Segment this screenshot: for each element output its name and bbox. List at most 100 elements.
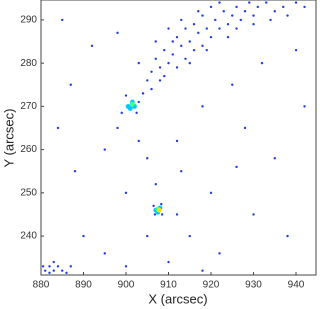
x-tick-label: 880 [33, 280, 50, 291]
point [273, 10, 276, 13]
point [231, 14, 234, 17]
point [158, 66, 162, 69]
point [201, 44, 204, 48]
point [205, 27, 208, 30]
x-tick-label: 920 [203, 280, 220, 291]
point [167, 27, 170, 30]
point [163, 74, 166, 78]
point [188, 40, 191, 43]
x-tick-label: 890 [75, 280, 92, 291]
point [160, 202, 163, 206]
point [152, 204, 155, 208]
point [201, 105, 204, 108]
point [120, 111, 123, 115]
point [61, 269, 64, 272]
point [243, 126, 247, 130]
point [56, 265, 60, 268]
point [201, 14, 204, 17]
point [252, 14, 255, 17]
point [248, 1, 251, 4]
point [160, 213, 164, 216]
point [222, 10, 225, 13]
point [124, 191, 128, 195]
point [48, 271, 51, 275]
x-tick-label: 940 [288, 280, 305, 291]
point [141, 92, 145, 95]
point [197, 31, 200, 35]
point [69, 265, 72, 268]
point [235, 27, 238, 30]
point [90, 44, 94, 48]
point [146, 157, 149, 160]
point [192, 48, 196, 52]
point [146, 234, 149, 238]
point [269, 18, 272, 22]
y-axis-label: Y (arcsec) [1, 109, 16, 168]
y-tick-label: 260 [20, 144, 37, 155]
point [127, 106, 133, 111]
point [180, 18, 183, 22]
point [243, 10, 247, 13]
point [180, 44, 183, 48]
point [124, 94, 128, 97]
y-tick-label: 240 [20, 231, 37, 242]
point [103, 148, 106, 151]
point [82, 234, 85, 238]
point [154, 182, 157, 186]
point [231, 83, 234, 86]
point [52, 260, 55, 264]
point [260, 61, 264, 65]
point [188, 61, 191, 65]
point [218, 1, 221, 4]
point [116, 126, 119, 130]
point [158, 79, 162, 82]
point [135, 111, 138, 115]
point [56, 126, 60, 130]
point [124, 265, 128, 268]
point [156, 207, 162, 213]
x-tick-label: 930 [245, 280, 262, 291]
point [218, 27, 221, 30]
point [184, 57, 187, 61]
point [265, 1, 268, 4]
point [48, 265, 51, 268]
point [209, 5, 213, 9]
y-tick-label: 290 [20, 15, 37, 26]
point [188, 234, 191, 238]
point [201, 269, 204, 272]
point [167, 61, 170, 65]
x-tick-label: 910 [160, 280, 177, 291]
point [137, 139, 140, 143]
point [197, 10, 200, 13]
point [61, 18, 64, 22]
plot-frame [40, 0, 317, 276]
point [146, 79, 149, 82]
point [150, 70, 153, 73]
point [116, 31, 119, 35]
point [129, 101, 135, 107]
point [294, 1, 298, 4]
point [218, 252, 221, 255]
point [286, 14, 289, 17]
point [154, 40, 157, 43]
x-tick-label: 900 [118, 280, 135, 291]
point [175, 139, 179, 143]
x-axis-label: X (arcsec) [148, 291, 207, 306]
point [214, 18, 217, 22]
point [235, 5, 238, 9]
point [256, 5, 259, 9]
point [175, 213, 179, 216]
point [226, 23, 230, 26]
point [184, 27, 187, 30]
point [209, 35, 213, 39]
point [303, 5, 306, 9]
point [69, 83, 72, 86]
point [252, 213, 255, 216]
y-tick-label: 270 [20, 101, 37, 112]
point [235, 165, 238, 169]
point [65, 271, 68, 275]
point [52, 269, 55, 272]
point [154, 57, 157, 61]
point [205, 48, 208, 52]
